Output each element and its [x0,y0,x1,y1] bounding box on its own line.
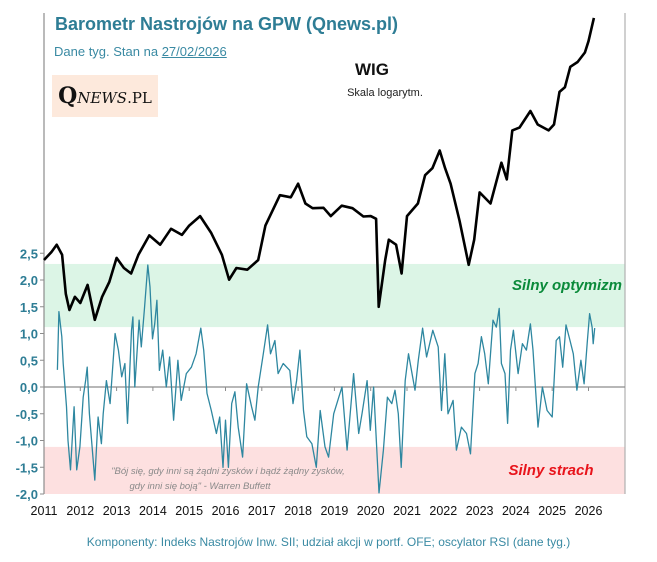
y-tick-label: 1,0 [20,327,38,342]
y-tick-label: 2,5 [20,246,38,261]
x-tick-label: 2019 [320,504,348,518]
x-tick-label: 2017 [248,504,276,518]
x-tick-label: 2022 [429,504,457,518]
subtitle-date: 27/02/2026 [161,44,227,59]
fear-zone [44,446,625,494]
x-tick-label: 2013 [103,504,131,518]
x-tick-label: 2021 [393,504,421,518]
wig-label: WIG [355,60,389,79]
y-tick-label: -0,5 [16,407,38,422]
wig-scale-note: Skala logarytm. [347,87,423,99]
x-tick-label: 2018 [284,504,312,518]
x-tick-label: 2015 [175,504,203,518]
x-tick-label: 2011 [31,504,58,518]
fear-zone-label: Silny strach [508,462,593,479]
y-tick-label: -2,0 [16,487,38,502]
barometer-line [56,264,596,494]
qnews-logo: QNEWS.PL [52,75,158,117]
y-tick-label: 0,0 [20,380,38,395]
subtitle-prefix: Dane tyg. Stan na [54,44,162,59]
y-tick-label: 1,5 [20,300,38,315]
quote-line-2: gdy inni się boją" - Warren Buffett [129,481,270,492]
wig-line [43,17,596,322]
y-tick-label: -1,0 [16,434,38,449]
x-tick-label: 2020 [357,504,385,518]
x-tick-label: 2023 [466,504,494,518]
x-tick-label: 2026 [575,504,603,518]
x-tick-label: 2024 [502,504,530,518]
footer-note: Komponenty: Indeks Nastrojów Inw. SII; u… [86,535,571,549]
chart-subtitle: Dane tyg. Stan na 27/02/2026 [54,44,227,59]
x-tick-label: 2016 [212,504,240,518]
y-tick-label: 0,5 [20,353,38,368]
x-tick-label: 2014 [139,504,167,518]
logo-text: QNEWS.PL [58,83,152,109]
optimism-zone-label: Silny optymizm [512,277,622,294]
chart-title: Barometr Nastrojów na GPW (Qnews.pl) [55,14,399,34]
y-tick-label: -1,5 [16,460,38,475]
optimism-zone [44,263,625,328]
x-tick-label: 2025 [538,504,566,518]
y-tick-label: 2,0 [20,273,38,288]
x-tick-label: 2012 [66,504,94,518]
quote-line-1: "Bój się, gdy inni są żądni zysków i bąd… [111,466,345,477]
